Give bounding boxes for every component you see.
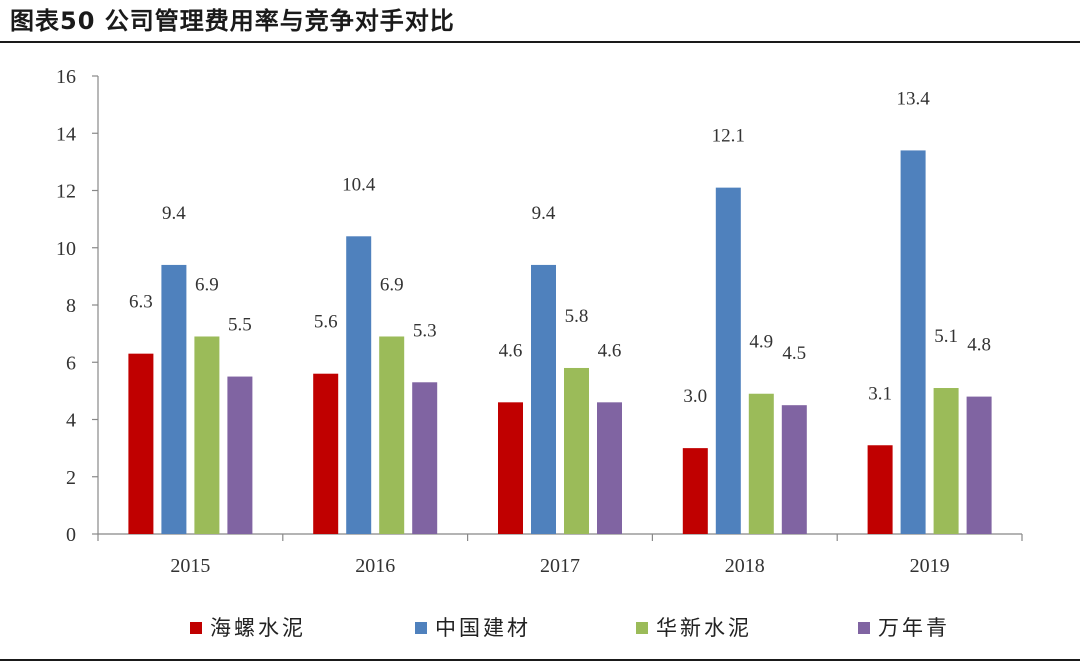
legend-swatch (636, 622, 648, 634)
y-tick-label: 14 (56, 123, 76, 145)
y-tick-label: 4 (66, 410, 76, 432)
y-tick-label: 10 (56, 238, 76, 260)
data-label: 4.6 (598, 340, 622, 361)
y-tick-label: 2 (66, 467, 76, 489)
legend-swatch (415, 622, 427, 634)
y-tick-label: 16 (56, 66, 76, 88)
data-label: 12.1 (712, 126, 745, 147)
bar (682, 448, 708, 534)
y-tick-label: 6 (66, 352, 76, 374)
bar (412, 382, 438, 534)
data-label: 6.9 (380, 274, 404, 295)
bar (227, 376, 253, 534)
data-label: 9.4 (162, 203, 186, 224)
data-label: 5.6 (314, 312, 338, 333)
bar (194, 336, 220, 534)
bar (933, 388, 959, 534)
data-label: 6.9 (195, 274, 219, 295)
bar (748, 393, 774, 534)
bottom-rule (0, 659, 1080, 661)
legend-label: 万年青 (878, 616, 950, 640)
data-label: 4.5 (782, 343, 806, 364)
bar (161, 264, 187, 534)
bar (379, 336, 405, 534)
data-label: 5.8 (565, 306, 589, 327)
data-label: 4.8 (967, 335, 991, 356)
legend-swatch (858, 622, 870, 634)
y-tick-label: 12 (56, 181, 76, 203)
bar (900, 150, 926, 535)
data-label: 4.9 (749, 332, 773, 353)
bar (346, 236, 372, 535)
legend-label: 中国建材 (435, 616, 531, 640)
bar (781, 405, 807, 534)
data-label: 3.1 (868, 383, 892, 404)
x-category-label: 2016 (355, 555, 395, 577)
bar (715, 187, 741, 534)
data-label: 10.4 (342, 174, 376, 195)
legend-label: 华新水泥 (656, 616, 752, 640)
data-label: 4.6 (499, 340, 523, 361)
data-label: 3.0 (683, 386, 707, 407)
data-label: 13.4 (896, 88, 930, 109)
data-label: 5.3 (413, 320, 437, 341)
bar (313, 373, 339, 534)
data-label: 9.4 (532, 203, 556, 224)
x-category-label: 2018 (725, 555, 765, 577)
data-label: 5.5 (228, 315, 252, 336)
bar (564, 367, 589, 534)
x-category-label: 2015 (170, 555, 210, 577)
data-label: 5.1 (934, 326, 958, 347)
x-category-label: 2017 (540, 555, 580, 577)
title-rule (0, 41, 1080, 43)
y-tick-label: 0 (66, 524, 76, 546)
bar (128, 353, 154, 534)
bar (531, 264, 556, 534)
legend-label: 海螺水泥 (210, 616, 306, 640)
bar (966, 396, 992, 534)
data-label: 6.3 (129, 292, 153, 313)
bar (597, 402, 622, 534)
bar (867, 445, 893, 534)
y-tick-label: 8 (66, 295, 76, 317)
bar (498, 402, 523, 534)
legend-swatch (190, 622, 202, 634)
x-category-label: 2019 (910, 555, 950, 577)
chart-title: 图表50 公司管理费用率与竞争对手对比 (10, 7, 455, 35)
